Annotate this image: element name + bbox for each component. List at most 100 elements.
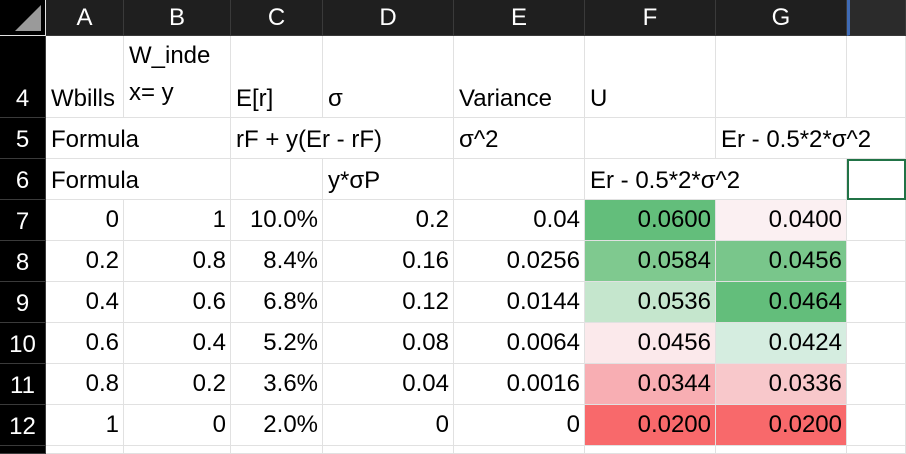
cell-c10[interactable]: 5.2%	[231, 323, 323, 364]
column-header-h[interactable]	[847, 0, 906, 36]
column-header-b[interactable]: B	[124, 0, 231, 36]
cell-a9[interactable]: 0.4	[46, 282, 124, 323]
cell-e9[interactable]: 0.0144	[454, 282, 585, 323]
cell-g5[interactable]: Er - 0.5*2*σ^2	[716, 118, 871, 159]
cell-g6[interactable]	[716, 159, 847, 200]
cell-b8[interactable]: 0.8	[124, 241, 231, 282]
cell-f10[interactable]: 0.0456	[585, 323, 716, 364]
row-header-9[interactable]: 9	[0, 282, 46, 323]
cell-c5[interactable]: rF + y(Er - rF)	[231, 118, 382, 159]
row-header-12[interactable]: 12	[0, 405, 46, 446]
cell-d13[interactable]	[323, 446, 454, 454]
cell-a8[interactable]: 0.2	[46, 241, 124, 282]
cell-c12[interactable]: 2.0%	[231, 405, 323, 446]
cell-e7[interactable]: 0.04	[454, 200, 585, 241]
cell-b4[interactable]: W_inde x= y	[124, 36, 231, 118]
cell-e11[interactable]: 0.0016	[454, 364, 585, 405]
row-header-5[interactable]: 5	[0, 118, 46, 159]
row-header-10[interactable]: 10	[0, 323, 46, 364]
cell-d4[interactable]: σ	[323, 36, 454, 118]
cell-d5[interactable]	[323, 118, 454, 159]
cell-f4[interactable]: U	[585, 36, 716, 118]
cell-b9[interactable]: 0.6	[124, 282, 231, 323]
cell-a12[interactable]: 1	[46, 405, 124, 446]
cell-d7[interactable]: 0.2	[323, 200, 454, 241]
row-header-7[interactable]: 7	[0, 200, 46, 241]
cell-d8[interactable]: 0.16	[323, 241, 454, 282]
cell-a10[interactable]: 0.6	[46, 323, 124, 364]
cell-g10[interactable]: 0.0424	[716, 323, 847, 364]
cell-h9[interactable]	[847, 282, 906, 323]
cell-f12[interactable]: 0.0200	[585, 405, 716, 446]
cell-h7[interactable]	[847, 200, 906, 241]
row-header-13[interactable]	[0, 446, 46, 454]
cell-a4[interactable]: Wbills	[46, 36, 124, 118]
cell-d10[interactable]: 0.08	[323, 323, 454, 364]
cell-e10[interactable]: 0.0064	[454, 323, 585, 364]
cell-f9[interactable]: 0.0536	[585, 282, 716, 323]
cell-a6[interactable]: Formula	[46, 159, 139, 200]
cell-h8[interactable]	[847, 241, 906, 282]
cell-a13[interactable]	[46, 446, 124, 454]
cell-a7[interactable]: 0	[46, 200, 124, 241]
cell-e13[interactable]	[454, 446, 585, 454]
cell-e5[interactable]: σ^2	[454, 118, 585, 159]
select-all-corner[interactable]	[0, 0, 46, 36]
row-header-8[interactable]: 8	[0, 241, 46, 282]
cell-c8[interactable]: 8.4%	[231, 241, 323, 282]
cell-g9[interactable]: 0.0464	[716, 282, 847, 323]
active-cell-h6[interactable]	[847, 159, 906, 200]
row-header-4[interactable]: 4	[0, 36, 46, 118]
cell-b13[interactable]	[124, 446, 231, 454]
column-header-d[interactable]: D	[323, 0, 454, 36]
cell-d11[interactable]: 0.04	[323, 364, 454, 405]
column-header-e[interactable]: E	[454, 0, 585, 36]
cell-d12[interactable]: 0	[323, 405, 454, 446]
cell-b11[interactable]: 0.2	[124, 364, 231, 405]
cell-f5[interactable]	[585, 118, 716, 159]
cell-c7[interactable]: 10.0%	[231, 200, 323, 241]
cell-f13[interactable]	[585, 446, 716, 454]
cell-g11[interactable]: 0.0336	[716, 364, 847, 405]
cell-h11[interactable]	[847, 364, 906, 405]
cell-f6[interactable]: Er - 0.5*2*σ^2	[585, 159, 740, 200]
cell-g4[interactable]	[716, 36, 847, 118]
cell-g8[interactable]: 0.0456	[716, 241, 847, 282]
cell-b12[interactable]: 0	[124, 405, 231, 446]
cell-e8[interactable]: 0.0256	[454, 241, 585, 282]
column-header-a[interactable]: A	[46, 0, 124, 36]
cell-d6[interactable]: y*σP	[323, 159, 454, 200]
cell-b7[interactable]: 1	[124, 200, 231, 241]
cell-g7[interactable]: 0.0400	[716, 200, 847, 241]
cell-h12[interactable]	[847, 405, 906, 446]
cell-e12[interactable]: 0	[454, 405, 585, 446]
cell-c9[interactable]: 6.8%	[231, 282, 323, 323]
cell-c6[interactable]	[231, 159, 323, 200]
cell-c11[interactable]: 3.6%	[231, 364, 323, 405]
cell-d9[interactable]: 0.12	[323, 282, 454, 323]
cell-b5[interactable]	[124, 118, 231, 159]
cell-f11[interactable]: 0.0344	[585, 364, 716, 405]
cell-f8[interactable]: 0.0584	[585, 241, 716, 282]
cell-g13[interactable]	[716, 446, 847, 454]
cell-c13[interactable]	[231, 446, 323, 454]
column-header-c[interactable]: C	[231, 0, 323, 36]
cell-g12[interactable]: 0.0200	[716, 405, 847, 446]
cell-b6[interactable]	[124, 159, 231, 200]
cell-h5[interactable]	[847, 118, 906, 159]
cell-f7[interactable]: 0.0600	[585, 200, 716, 241]
column-header-g[interactable]: G	[716, 0, 847, 36]
cell-e6[interactable]	[454, 159, 585, 200]
cell-b10[interactable]: 0.4	[124, 323, 231, 364]
cell-h10[interactable]	[847, 323, 906, 364]
column-header-f[interactable]: F	[585, 0, 716, 36]
cell-a11[interactable]: 0.8	[46, 364, 124, 405]
row-header-11[interactable]: 11	[0, 364, 46, 405]
row-header-6[interactable]: 6	[0, 159, 46, 200]
cell-e4[interactable]: Variance	[454, 36, 585, 118]
cell-a5[interactable]: Formula	[46, 118, 139, 159]
cell-h13[interactable]	[847, 446, 906, 454]
cell-b4-line2: x= y	[129, 78, 174, 106]
cell-h4[interactable]	[847, 36, 906, 118]
cell-c4[interactable]: E[r]	[231, 36, 323, 118]
